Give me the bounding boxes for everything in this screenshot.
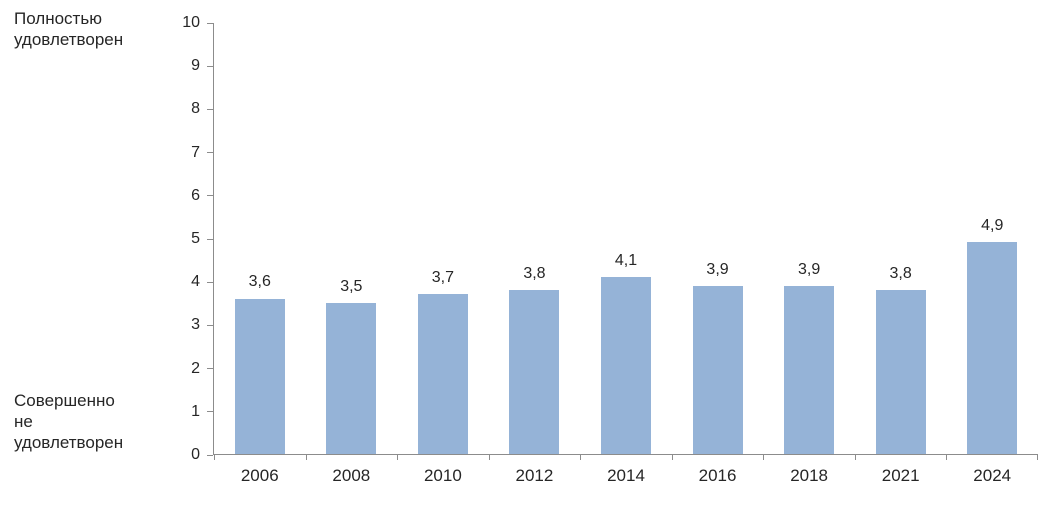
y-tick-label: 3: [191, 316, 200, 334]
y-tick-label: 9: [191, 57, 200, 75]
y-axis-bottom-caption-line: Совершенно: [14, 391, 115, 410]
y-tick-mark: [207, 281, 213, 283]
x-tick-mark: [854, 454, 856, 460]
bar: [326, 302, 377, 454]
bar-value-label: 3,9: [797, 260, 821, 278]
y-tick-mark: [207, 454, 213, 456]
y-tick-label: 1: [191, 402, 200, 420]
y-axis-bottom-caption-line: не: [14, 412, 33, 431]
bar-value-label: 3,8: [889, 264, 912, 282]
x-tick-mark: [946, 454, 948, 460]
x-tick-label: 2018: [790, 466, 829, 485]
x-tick-label: 2014: [607, 466, 645, 485]
y-tick-mark: [207, 195, 213, 197]
x-tick-label: 2016: [698, 466, 737, 485]
y-tick-label: 4: [191, 273, 200, 291]
bar-value-label: 3,6: [248, 273, 271, 291]
y-axis-top-caption-line: Полностью: [14, 9, 102, 28]
x-tick-label: 2008: [332, 466, 371, 485]
bar-value-label: 3,7: [431, 269, 454, 287]
bar: [967, 242, 1018, 454]
y-tick-mark: [207, 238, 213, 240]
y-axis-bottom-caption-line: удовлетворен: [14, 433, 124, 452]
bar: [784, 285, 835, 454]
y-axis-top-caption-line: удовлетворен: [14, 30, 124, 49]
x-tick-mark: [580, 454, 582, 460]
y-tick-label: 0: [191, 446, 200, 463]
bar-value-label: 3,8: [523, 264, 546, 282]
y-tick-mark: [207, 152, 213, 154]
bar: [509, 289, 560, 454]
y-tick-mark: [207, 368, 213, 370]
x-tick-mark: [763, 454, 765, 460]
x-tick-mark: [214, 454, 215, 460]
plot-area: 0 1 2 3 4 5 6 7 8 9 10 3,6 2006 3,5 2008 3,7 2010 3,8 2012…: [182, 15, 1038, 485]
bar: [875, 289, 926, 454]
y-tick-label: 2: [191, 359, 200, 377]
bar-value-label: 3,5: [340, 277, 363, 295]
y-tick-mark: [207, 108, 213, 110]
y-tick-label: 7: [191, 143, 200, 161]
bar: [234, 298, 285, 454]
x-tick-label: 2006: [240, 466, 279, 485]
x-tick-label: 2012: [515, 466, 554, 485]
y-tick-label: 8: [191, 100, 200, 118]
x-tick-mark: [305, 454, 307, 460]
y-tick-label: 5: [191, 230, 200, 247]
x-tick-mark: [488, 454, 490, 460]
x-tick-label: 2010: [423, 466, 462, 485]
bar: [692, 285, 743, 454]
bar-value-label: 3,9: [706, 260, 729, 278]
x-tick-mark: [1037, 454, 1038, 460]
y-axis-bottom-caption: Совершенно не удовлетворен: [14, 390, 123, 453]
y-axis-top-caption: Полностью удовлетворен: [14, 8, 123, 50]
y-tick-mark: [207, 411, 213, 413]
x-tick-mark: [397, 454, 399, 460]
bar: [601, 276, 651, 454]
y-tick-mark: [207, 65, 213, 67]
x-tick-label: 2021: [881, 466, 920, 485]
y-tick-mark: [207, 22, 213, 24]
y-tick-label: 10: [182, 14, 200, 31]
y-tick-mark: [207, 324, 213, 326]
x-tick-label: 2024: [973, 466, 1012, 485]
x-tick-mark: [671, 454, 673, 460]
bar-value-label: 4,9: [981, 217, 1004, 235]
bar-value-label: 4,1: [614, 251, 638, 269]
bar: [417, 294, 468, 454]
y-tick-label: 6: [191, 186, 200, 204]
